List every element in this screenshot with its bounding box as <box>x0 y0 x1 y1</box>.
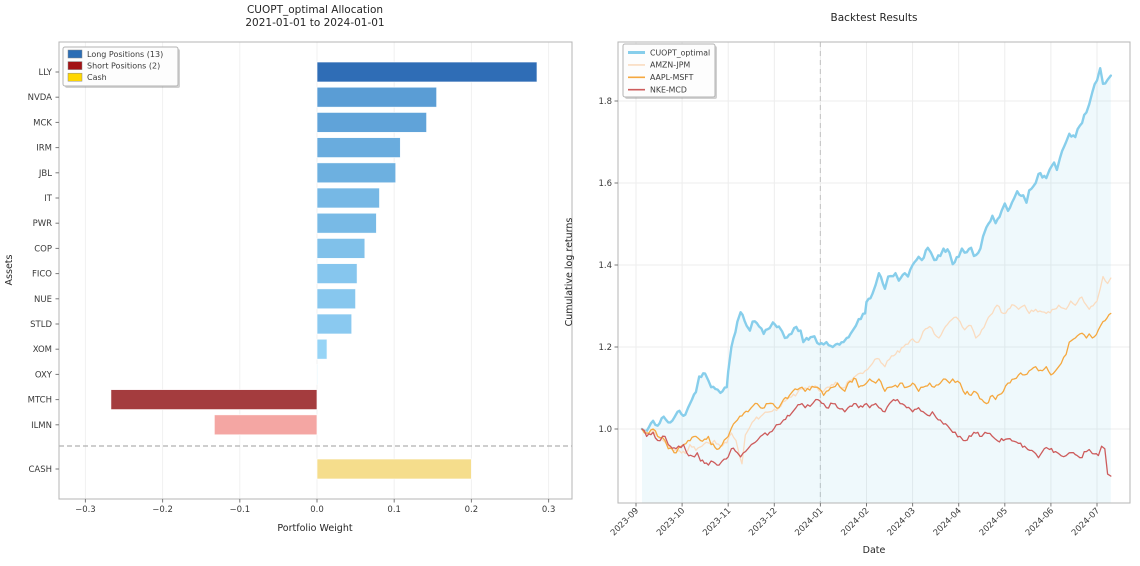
bar-XOM <box>316 338 328 360</box>
x-tick-label: 2024-05 <box>978 506 1010 538</box>
y-tick-label: 1.6 <box>598 179 612 189</box>
legend-label: AAPL-MSFT <box>650 73 694 82</box>
bar-IT <box>316 187 380 209</box>
backtest-xlabel: Date <box>863 545 886 556</box>
asset-label-LLY: LLY <box>38 68 52 78</box>
bar-OXY <box>316 363 319 385</box>
bar-NVDA <box>316 86 438 108</box>
x-tick-label: 2024-01 <box>793 506 825 538</box>
asset-label-IT: IT <box>44 194 53 204</box>
x-tick-label: 0.3 <box>542 505 556 515</box>
asset-label-PWR: PWR <box>33 219 53 229</box>
y-tick-label: 1.4 <box>598 261 612 271</box>
y-tick-label: 1.8 <box>598 97 612 107</box>
legend-swatch <box>67 72 83 82</box>
asset-label-NVDA: NVDA <box>28 93 53 103</box>
legend-label: AMZN-JPM <box>650 61 690 70</box>
x-tick-label: −0.3 <box>75 505 96 515</box>
bar-MCK <box>316 112 428 133</box>
legend-label: Cash <box>87 73 107 82</box>
asset-label-NUE: NUE <box>34 295 52 305</box>
allocation-legend: Long Positions (13) Short Positions (2) Ca… <box>62 46 180 88</box>
bar-STLD <box>316 313 353 335</box>
x-tick-label: 0.2 <box>465 505 479 515</box>
backtest-legend: CUOPT_optimal AMZN-JPM AAPL-MSFT NKE-MCD <box>622 43 717 99</box>
bar-CASH <box>316 458 472 480</box>
x-tick-label: −0.2 <box>152 505 173 515</box>
asset-label-COP: COP <box>34 244 52 254</box>
asset-label-STLD: STLD <box>30 320 52 330</box>
legend-label: Long Positions (13) <box>87 50 163 59</box>
asset-label-ILMN: ILMN <box>31 421 52 431</box>
asset-label-XOM: XOM <box>33 345 52 355</box>
backtest-title: Backtest Results <box>831 12 918 24</box>
bar-PWR <box>316 212 377 234</box>
bar-IRM <box>316 137 401 159</box>
x-tick-label: 2023-12 <box>747 506 779 538</box>
bar-COP <box>316 237 366 259</box>
allocation-ylabel: Assets <box>4 254 15 285</box>
y-tick-label: 1.2 <box>598 343 612 353</box>
x-tick-label: 2024-07 <box>1070 506 1102 538</box>
x-tick-label: 0.1 <box>387 505 401 515</box>
x-tick-label: 2024-06 <box>1024 506 1056 538</box>
legend-swatch <box>67 61 83 70</box>
series-line-AAPL-MSFT <box>641 312 1112 454</box>
backtest-plot-area: 1.0 1.2 1.4 1.6 1.8 2023-09 2023-10 2023-11 2023… <box>598 41 1131 538</box>
legend-box <box>62 46 179 87</box>
backtest-chart: Backtest Results Date Cumulative log ret… <box>564 12 1131 556</box>
bar-LLY <box>316 61 538 83</box>
bar-ILMN <box>213 414 318 436</box>
bar-FICO <box>316 263 358 285</box>
asset-label-IRM: IRM <box>36 144 52 154</box>
x-tick-label: 2023-09 <box>609 506 641 538</box>
legend-swatch <box>67 49 83 59</box>
plot-border <box>617 41 1131 504</box>
allocation-xlabel: Portfolio Weight <box>277 523 352 534</box>
bar-JBL <box>316 162 397 184</box>
bar-NUE <box>316 288 356 310</box>
x-tick-label: 2023-10 <box>655 506 687 538</box>
x-tick-label: 2024-02 <box>839 506 871 538</box>
x-tick-label: −0.1 <box>229 505 250 515</box>
series-line-NKE-MCD <box>641 398 1112 477</box>
legend-label: CUOPT_optimal <box>650 48 710 57</box>
legend-label: Short Positions (2) <box>87 62 160 71</box>
legend-label: NKE-MCD <box>650 86 687 95</box>
asset-label-JBL: JBL <box>38 169 52 179</box>
allocation-plot-area: −0.3 −0.2 −0.1 0.0 0.1 0.2 0.3 LLY NVDA MCK IRM JBL… <box>28 41 573 515</box>
plot-border <box>58 41 573 500</box>
series-line-CUOPT_optimal <box>640 66 1113 433</box>
series-line-AMZN-JPM <box>641 275 1112 465</box>
x-tick-label: 2023-11 <box>701 506 733 538</box>
asset-label-CASH: CASH <box>28 465 52 475</box>
x-tick-label: 2024-04 <box>932 506 964 538</box>
x-tick-label: 2024-03 <box>886 506 918 538</box>
bar-MTCH <box>110 389 318 411</box>
asset-label-FICO: FICO <box>32 270 52 280</box>
asset-label-MTCH: MTCH <box>28 396 52 406</box>
asset-label-OXY: OXY <box>35 370 53 380</box>
x-tick-label: 0.0 <box>310 505 324 515</box>
allocation-title-line1: CUOPT_optimal Allocation <box>247 4 383 16</box>
allocation-title-line2: 2021-01-01 to 2024-01-01 <box>245 17 384 29</box>
y-tick-label: 1.0 <box>598 425 612 435</box>
asset-label-MCK: MCK <box>33 118 52 128</box>
allocation-chart: CUOPT_optimal Allocation 2021-01-01 to 2… <box>4 4 573 534</box>
legend-box <box>622 43 716 98</box>
backtest-ylabel: Cumulative log returns <box>564 218 575 327</box>
